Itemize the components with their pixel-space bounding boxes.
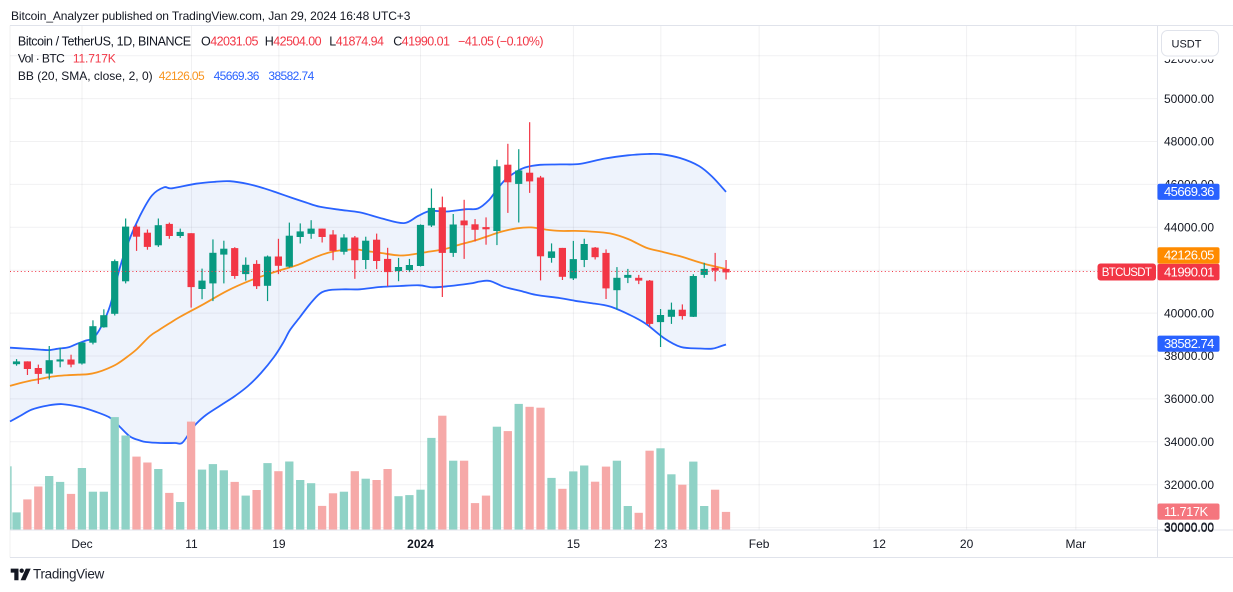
svg-text:32000.00: 32000.00	[1164, 478, 1214, 492]
svg-text:BTCUSDT: BTCUSDT	[1102, 267, 1152, 279]
svg-text:Bitcoin_Analyzer published on: Bitcoin_Analyzer published on TradingVie…	[11, 9, 411, 23]
svg-text:11.717K: 11.717K	[73, 52, 116, 66]
svg-text:C41990.01: C41990.01	[393, 34, 450, 48]
svg-text:12: 12	[873, 537, 887, 551]
svg-text:50000.00: 50000.00	[1164, 92, 1214, 106]
svg-text:L41874.94: L41874.94	[329, 34, 384, 48]
svg-text:40000.00: 40000.00	[1164, 306, 1214, 320]
svg-text:USDT: USDT	[1172, 39, 1202, 51]
svg-text:30000.00: 30000.00	[1164, 521, 1214, 535]
svg-text:15: 15	[567, 537, 581, 551]
svg-text:BB (20, SMA, close, 2, 0): BB (20, SMA, close, 2, 0)	[18, 69, 153, 83]
svg-text:Mar: Mar	[1065, 537, 1086, 551]
svg-text:34000.00: 34000.00	[1164, 435, 1214, 449]
svg-text:45669.36: 45669.36	[214, 69, 260, 83]
svg-text:TradingView: TradingView	[33, 567, 105, 582]
svg-text:Feb: Feb	[749, 537, 770, 551]
svg-text:42126.05: 42126.05	[159, 69, 205, 83]
svg-text:44000.00: 44000.00	[1164, 221, 1214, 235]
svg-text:38582.74: 38582.74	[268, 69, 314, 83]
svg-text:Dec: Dec	[71, 537, 92, 551]
svg-text:38582.74: 38582.74	[1164, 336, 1214, 351]
svg-text:11.717K: 11.717K	[1164, 504, 1208, 519]
svg-text:38000.00: 38000.00	[1164, 349, 1214, 363]
svg-text:23: 23	[654, 537, 668, 551]
svg-text:30000.00: 30000.00	[1164, 520, 1214, 534]
svg-text:41990.01: 41990.01	[1164, 264, 1214, 279]
svg-text:36000.00: 36000.00	[1164, 392, 1214, 406]
svg-text:20: 20	[960, 537, 974, 551]
svg-text:2024: 2024	[407, 537, 434, 551]
svg-text:45669.36: 45669.36	[1164, 184, 1214, 199]
svg-text:48000.00: 48000.00	[1164, 135, 1214, 149]
svg-text:H42504.00: H42504.00	[265, 34, 322, 48]
svg-text:19: 19	[272, 537, 286, 551]
svg-text:Vol · BTC: Vol · BTC	[18, 52, 65, 66]
svg-text:−41.05 (−0.10%): −41.05 (−0.10%)	[458, 34, 543, 48]
svg-text:42126.05: 42126.05	[1164, 248, 1214, 263]
svg-text:11: 11	[185, 537, 198, 551]
svg-text:O42031.05: O42031.05	[201, 34, 259, 48]
svg-text:Bitcoin / TetherUS, 1D, BINANC: Bitcoin / TetherUS, 1D, BINANCE	[18, 34, 191, 48]
